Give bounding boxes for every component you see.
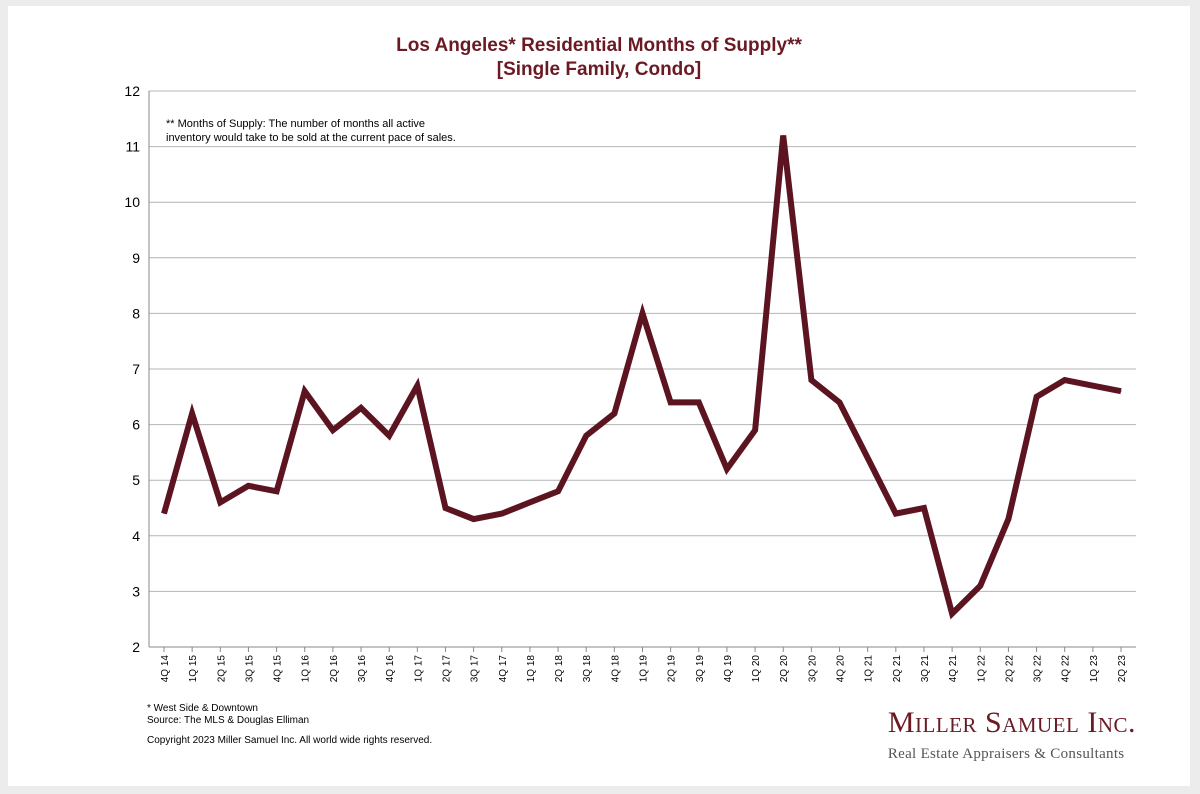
x-tick-label: 4Q 20: [836, 655, 847, 683]
data-point: [276, 490, 278, 492]
data-point: [923, 507, 925, 509]
x-tick-label: 1Q 21: [864, 655, 875, 683]
annotation-note: ** Months of Supply: The number of month…: [166, 118, 425, 130]
data-point: [698, 401, 700, 403]
y-tick-label: 10: [124, 194, 140, 210]
x-tick-label: 4Q 22: [1061, 655, 1072, 683]
data-point: [782, 134, 784, 136]
data-point: [951, 613, 953, 615]
x-tick-label: 4Q 18: [610, 655, 621, 683]
x-tick-label: 2Q 18: [554, 655, 565, 683]
copyright-text: Copyright 2023 Miller Samuel Inc. All wo…: [147, 735, 433, 746]
x-tick-label: 2Q 21: [892, 655, 903, 683]
data-point: [1092, 385, 1094, 387]
x-tick-label: 2Q 19: [667, 655, 678, 683]
logo-name: Miller Samuel Inc.: [887, 706, 1136, 739]
y-tick-label: 6: [132, 417, 140, 433]
y-tick-label: 12: [124, 83, 140, 99]
data-point: [304, 390, 306, 392]
data-point: [585, 435, 587, 437]
x-tick-label: 3Q 20: [807, 655, 818, 683]
x-tick-label: 3Q 15: [244, 655, 255, 683]
data-point: [191, 412, 193, 414]
x-tick-label: 4Q 15: [273, 655, 284, 683]
data-point: [416, 385, 418, 387]
x-tick-label: 1Q 20: [751, 655, 762, 683]
x-tick-label: 4Q 14: [160, 655, 171, 683]
y-tick-label: 9: [132, 250, 140, 266]
x-tick-label: 1Q 18: [526, 655, 537, 683]
data-point: [1064, 379, 1066, 381]
data-point: [473, 518, 475, 520]
data-point: [247, 485, 249, 487]
y-tick-label: 4: [132, 528, 140, 544]
logo-tagline: Real Estate Appraisers & Consultants: [887, 746, 1125, 762]
x-tick-label: 2Q 23: [1117, 655, 1128, 683]
data-point: [444, 507, 446, 509]
x-tick-label: 3Q 17: [470, 655, 481, 683]
x-tick-label: 1Q 19: [639, 655, 650, 683]
data-point: [1036, 396, 1038, 398]
x-tick-label: 3Q 18: [582, 655, 593, 683]
y-tick-label: 7: [132, 361, 140, 377]
data-point: [1120, 390, 1122, 392]
x-tick-label: 3Q 21: [920, 655, 931, 683]
chart-subtitle: [Single Family, Condo]: [496, 59, 702, 80]
x-tick-label: 4Q 21: [948, 655, 959, 683]
series-line: [161, 135, 1122, 620]
data-point: [332, 429, 334, 431]
data-point: [895, 513, 897, 515]
footnotes: * West Side & Downtown Source: The MLS &…: [147, 703, 309, 727]
x-tick-label: 2Q 22: [1004, 655, 1015, 683]
line-chart: 2 3 4 5 6 7 8 9 10 11 12 4Q 14 1Q 15 2Q 15 3Q 15 4Q 15 1…: [124, 83, 1136, 683]
data-point: [810, 379, 812, 381]
x-tick-label: 2Q 20: [779, 655, 790, 683]
footnote-source: Source: The MLS & Douglas Elliman: [147, 715, 310, 726]
chart-frame: 2 3 4 5 6 7 8 9 10 11 12 4Q 14 1Q 15 2Q 15 3Q 15 4Q 15 1…: [8, 6, 1190, 786]
y-tick-label: 3: [132, 583, 140, 599]
company-logo: Miller Samuel Inc. Real Estate Appraiser…: [888, 706, 1136, 763]
x-tick-label: 1Q 16: [301, 655, 312, 683]
x-tick-label: 2Q 16: [329, 655, 340, 683]
x-tick-label: 2Q 17: [441, 655, 452, 683]
data-point: [867, 457, 869, 459]
data-point: [388, 435, 390, 437]
data-point: [754, 429, 756, 431]
data-point: [219, 501, 221, 503]
data-point: [557, 490, 559, 492]
chart-title: Los Angeles* Residential Months of Suppl…: [396, 35, 802, 56]
x-tick-label: 3Q 22: [1033, 655, 1044, 683]
x-tick-label: 2Q 15: [216, 655, 227, 683]
data-point: [642, 312, 643, 314]
data-point: [163, 513, 165, 515]
x-tick-label: 4Q 19: [723, 655, 734, 683]
x-tick-label: 4Q 16: [385, 655, 396, 683]
y-tick-label: 8: [132, 305, 140, 321]
x-tick-label: 3Q 19: [695, 655, 706, 683]
x-tick-label: 1Q 17: [413, 655, 424, 683]
data-point: [1007, 518, 1009, 520]
data-point: [726, 468, 728, 470]
data-point: [501, 513, 503, 515]
footnote-region: * West Side & Downtown: [147, 703, 258, 714]
annotation-note: inventory would take to be sold at the c…: [166, 132, 456, 144]
x-tick-label: 1Q 22: [976, 655, 987, 683]
y-tick-label: 5: [132, 472, 140, 488]
data-point: [529, 501, 531, 503]
x-tick-label: 1Q 15: [188, 655, 199, 683]
data-point: [670, 401, 672, 403]
y-tick-label: 11: [125, 139, 140, 155]
data-point: [613, 412, 615, 414]
data-point: [979, 585, 981, 587]
y-tick-label: 2: [132, 639, 140, 655]
data-point: [360, 407, 362, 409]
x-tick-label: 3Q 16: [357, 655, 368, 683]
x-tick-label: 1Q 23: [1089, 655, 1100, 683]
chart-title-block: Los Angeles* Residential Months of Suppl…: [8, 34, 1190, 82]
x-tick-label: 4Q 17: [498, 655, 509, 683]
data-point: [839, 401, 841, 403]
